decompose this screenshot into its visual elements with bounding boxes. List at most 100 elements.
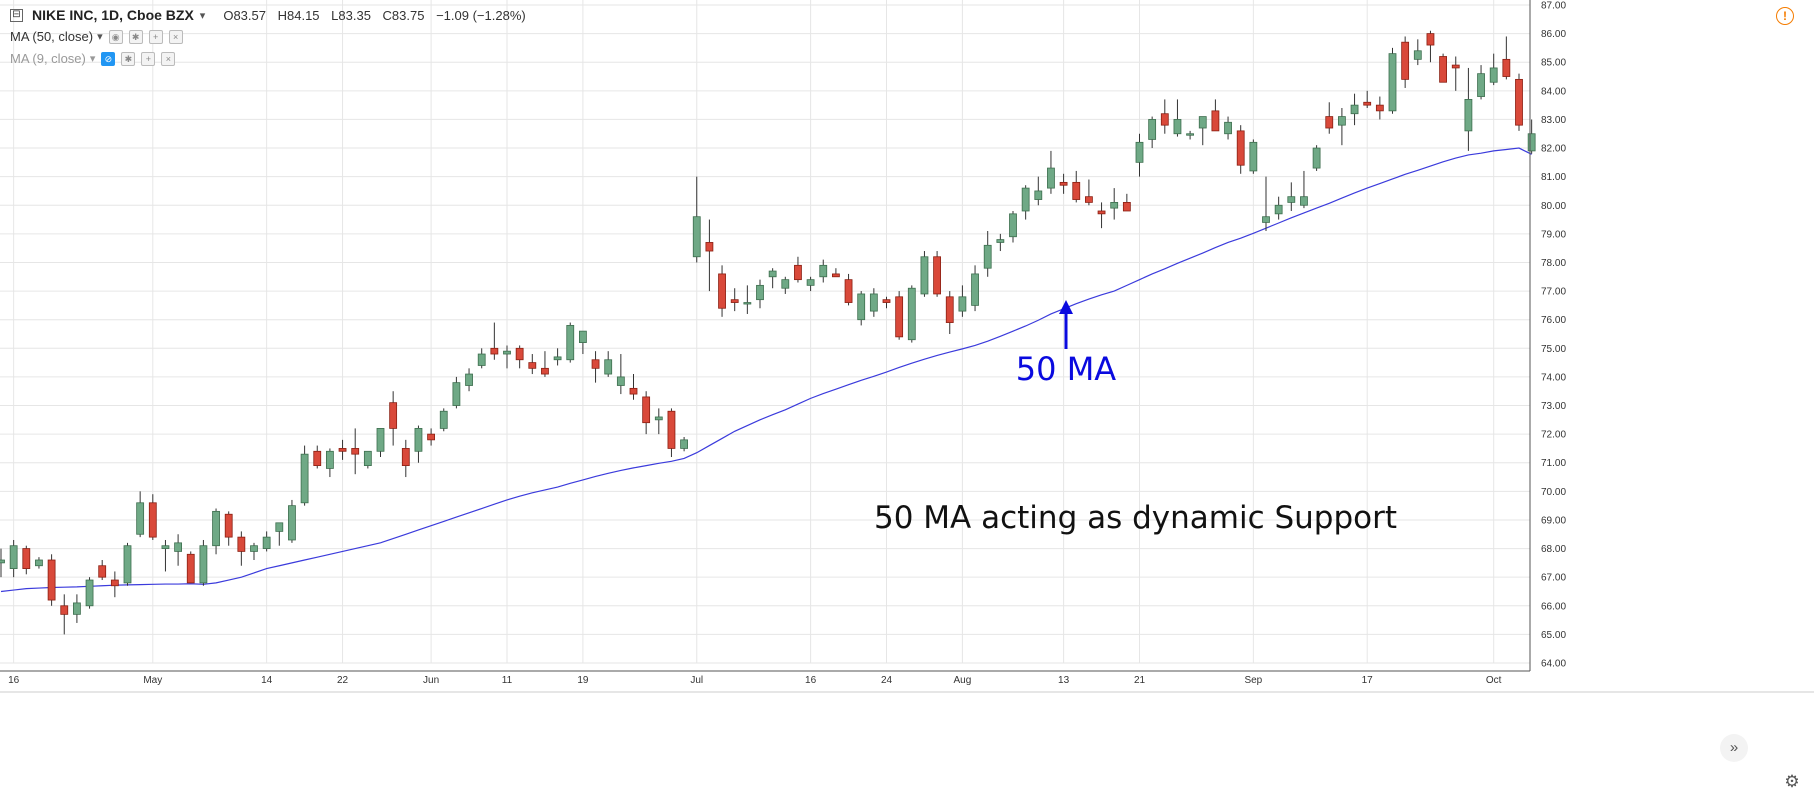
candle bbox=[325, 448, 334, 478]
candle-body bbox=[1160, 113, 1169, 126]
candle bbox=[857, 291, 866, 326]
candle-body bbox=[983, 244, 992, 269]
candle bbox=[22, 545, 31, 575]
candle bbox=[1338, 107, 1346, 146]
candle-body bbox=[667, 410, 676, 449]
candle-body bbox=[1198, 116, 1207, 129]
candle-body bbox=[616, 376, 625, 386]
candle-body bbox=[832, 273, 840, 278]
eye-icon[interactable]: ◉ bbox=[108, 29, 123, 44]
gear-icon[interactable]: ✱ bbox=[121, 51, 136, 66]
candle-body bbox=[1249, 141, 1258, 172]
symbol-title[interactable]: NIKE INC, 1D, Cboe BZX bbox=[32, 7, 194, 23]
candle bbox=[389, 391, 398, 446]
candle bbox=[819, 259, 828, 283]
ma50-series bbox=[0, 147, 1532, 593]
candle bbox=[743, 285, 752, 314]
close-icon[interactable]: × bbox=[168, 29, 183, 44]
candle bbox=[1047, 150, 1055, 194]
candle bbox=[1224, 116, 1232, 140]
candle bbox=[288, 499, 296, 543]
candle-body bbox=[1300, 196, 1308, 206]
y-tick-label: 64.00 bbox=[1541, 659, 1566, 670]
candle bbox=[882, 296, 891, 309]
x-tick-label: Oct bbox=[1486, 675, 1502, 686]
eye-off-icon[interactable]: ⊘ bbox=[101, 51, 116, 66]
candle bbox=[515, 345, 524, 369]
candle bbox=[237, 531, 246, 566]
ma9-label[interactable]: MA (9, close) bbox=[10, 51, 86, 66]
settings-gear-icon[interactable]: ⚙ bbox=[1784, 772, 1800, 791]
candle bbox=[844, 273, 853, 306]
candle-body bbox=[1388, 53, 1397, 112]
candle-body bbox=[604, 359, 613, 375]
y-tick-label: 73.00 bbox=[1541, 401, 1566, 412]
candle-body bbox=[351, 448, 360, 455]
gear-icon[interactable]: ✱ bbox=[128, 29, 143, 44]
candle-body bbox=[1338, 116, 1346, 126]
candle bbox=[781, 276, 790, 294]
y-tick-label: 70.00 bbox=[1541, 487, 1566, 498]
x-tick-label: 16 bbox=[8, 675, 20, 686]
collapse-icon[interactable]: ⊟ bbox=[10, 8, 23, 22]
candle-body bbox=[1413, 50, 1422, 60]
scroll-right-button[interactable]: » bbox=[1720, 734, 1748, 762]
candle bbox=[148, 494, 157, 540]
y-tick-label: 78.00 bbox=[1541, 258, 1566, 269]
candle-body bbox=[60, 605, 69, 615]
candle-body bbox=[971, 273, 979, 306]
candle-body bbox=[1236, 130, 1245, 166]
close-icon[interactable]: × bbox=[161, 51, 176, 66]
y-tick-label: 76.00 bbox=[1541, 315, 1566, 326]
candle bbox=[439, 408, 448, 432]
ma50-label[interactable]: MA (50, close) bbox=[10, 29, 94, 44]
y-tick-label: 75.00 bbox=[1541, 344, 1566, 355]
candle-body bbox=[136, 502, 145, 535]
candle-body bbox=[1363, 101, 1372, 106]
candle bbox=[262, 531, 271, 552]
symbol-row: ⊟ NIKE INC, 1D, Cboe BZX ▾ O83.57 H84.15… bbox=[10, 7, 526, 23]
candle bbox=[1021, 185, 1030, 220]
plus-icon[interactable]: + bbox=[141, 51, 156, 66]
candle bbox=[907, 285, 916, 343]
annotation-caption: 50 MA acting as dynamic Support bbox=[874, 500, 1397, 536]
candle bbox=[1515, 73, 1523, 131]
candle-body bbox=[1287, 196, 1296, 203]
candle bbox=[199, 539, 208, 586]
candle-body bbox=[1097, 210, 1106, 215]
candle bbox=[692, 176, 701, 263]
candle-body bbox=[110, 579, 119, 587]
candle-body bbox=[73, 602, 81, 615]
candle-body bbox=[1489, 67, 1498, 83]
y-tick-label: 68.00 bbox=[1541, 544, 1566, 555]
annotations-layer: 50 MA 50 MA acting as dynamic Support bbox=[874, 300, 1397, 536]
candle-body bbox=[1312, 147, 1321, 169]
candle bbox=[958, 285, 967, 317]
chevron-down-icon[interactable]: ▾ bbox=[199, 9, 206, 22]
y-tick-label: 65.00 bbox=[1541, 630, 1566, 641]
x-tick-label: Jun bbox=[423, 675, 439, 686]
chevron-down-icon[interactable]: ▾ bbox=[89, 53, 96, 65]
candle-body bbox=[1059, 181, 1068, 186]
candle bbox=[212, 508, 220, 555]
candle-body bbox=[1527, 133, 1536, 152]
candle bbox=[794, 256, 802, 283]
plus-icon[interactable]: + bbox=[148, 29, 163, 44]
candle-body bbox=[857, 293, 866, 321]
candle-body bbox=[250, 545, 258, 552]
candle bbox=[1009, 210, 1017, 243]
candle-body bbox=[1325, 116, 1334, 129]
ma9-legend-row: MA (9, close) ▾ ⊘ ✱ + × bbox=[10, 51, 176, 66]
candle-body bbox=[123, 545, 132, 584]
y-tick-label: 81.00 bbox=[1541, 172, 1566, 183]
chevron-down-icon[interactable]: ▾ bbox=[97, 31, 103, 43]
candle bbox=[414, 425, 423, 463]
y-tick-label: 67.00 bbox=[1541, 573, 1566, 584]
candle-body bbox=[1350, 104, 1359, 115]
alert-icon[interactable]: ! bbox=[1776, 7, 1794, 25]
candle bbox=[869, 288, 878, 317]
candle-body bbox=[996, 239, 1005, 243]
x-tick-label: May bbox=[143, 675, 162, 686]
candle-body bbox=[224, 513, 233, 538]
